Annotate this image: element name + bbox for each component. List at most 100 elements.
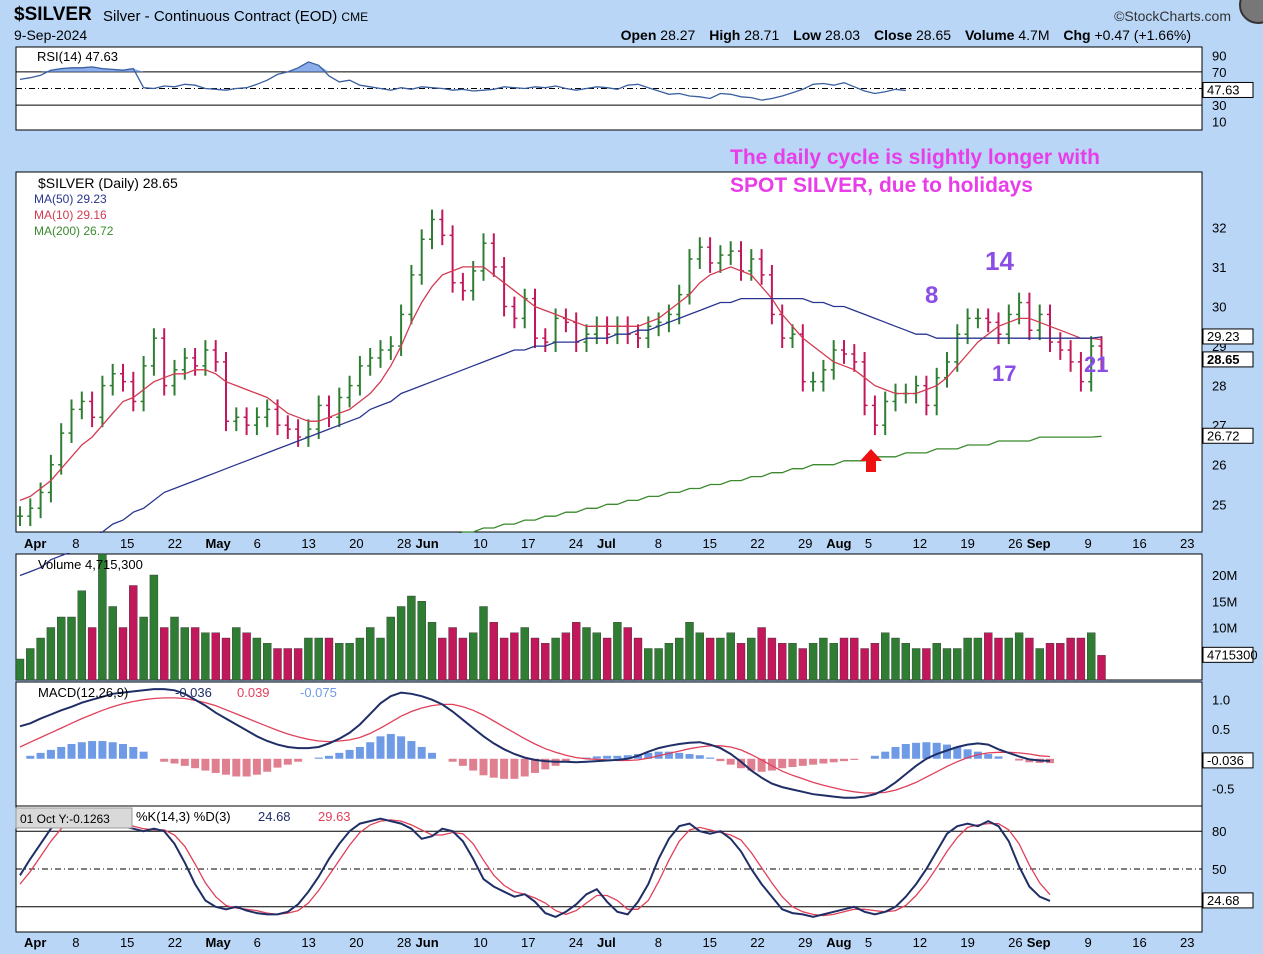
x-axis-bottom-tick: 15 <box>703 935 717 950</box>
x-axis-top-tick: 17 <box>521 536 535 551</box>
macd-hist-bar <box>778 758 787 769</box>
macd-hist-bar <box>520 758 529 777</box>
chart-date: 9-Sep-2024 <box>14 27 88 43</box>
x-axis-top-tick: 13 <box>301 536 315 551</box>
volume-bar <box>901 643 910 681</box>
stoch-tick-50: 50 <box>1212 862 1226 877</box>
x-axis-top-tick: 8 <box>655 536 662 551</box>
volume-bar <box>87 627 97 681</box>
x-axis-bottom-tick: 22 <box>168 935 182 950</box>
open-value: 28.27 <box>660 27 696 43</box>
volume-bar <box>623 627 632 681</box>
rsi-tick-10: 10 <box>1212 115 1226 130</box>
volume-bar <box>860 648 869 681</box>
macd-hist-bar <box>1025 758 1034 763</box>
volume-bar <box>489 622 498 681</box>
macd-hist-bar <box>932 742 941 759</box>
volume-bar <box>922 648 931 681</box>
volume-bar <box>984 632 993 681</box>
x-axis-top-tick: 12 <box>913 536 927 551</box>
x-axis-bottom-tick: 17 <box>521 935 535 950</box>
note-line-2: SPOT SILVER, due to holidays <box>730 174 1033 197</box>
volume-bar <box>170 616 179 681</box>
x-axis-bottom-tick: 16 <box>1132 935 1146 950</box>
rsi-last-box <box>1202 81 1254 98</box>
x-axis-top-tick: Sep <box>1027 536 1051 551</box>
volume-bar <box>190 627 200 681</box>
volume-bar <box>366 627 375 681</box>
volume-legend: Volume 4,715,300 <box>38 557 143 572</box>
volume-bar <box>963 637 972 681</box>
x-axis-top-tick: 19 <box>960 536 974 551</box>
price-last-label: 26.72 <box>1207 428 1240 443</box>
x-axis-top-tick: 15 <box>120 536 134 551</box>
macd-hist-bar <box>664 751 673 759</box>
cycle-label-14: 14 <box>985 246 1014 276</box>
x-axis-bottom-tick: 23 <box>1180 935 1194 950</box>
volume-bar <box>1045 643 1055 681</box>
x-axis-top-tick: Aug <box>826 536 851 551</box>
volume-bar <box>67 616 76 681</box>
macd-hist-bar <box>531 758 539 773</box>
ma200-line <box>411 435 1102 545</box>
x-axis-bottom-tick: 9 <box>1085 935 1092 950</box>
price-last-label: 29.23 <box>1207 329 1240 344</box>
volume-bar <box>839 637 849 681</box>
x-axis-bottom-tick: 20 <box>349 935 363 950</box>
volume-bar <box>211 632 220 681</box>
volume-bar <box>1025 637 1034 681</box>
macd-hist-bar <box>283 758 292 765</box>
x-axis-top-tick: 23 <box>1180 536 1194 551</box>
volume-bar <box>242 632 251 681</box>
x-axis-bottom-tick: May <box>205 935 231 950</box>
volume-bar <box>582 627 591 681</box>
volume-bar <box>159 627 169 681</box>
volume-bar <box>808 643 818 681</box>
volume-bar <box>335 643 344 681</box>
macd-legend-hist: -0.075 <box>300 685 337 700</box>
price-last-label: 28.65 <box>1207 352 1240 367</box>
stoch-legend-k: 24.68 <box>258 809 291 824</box>
volume-bar <box>180 627 190 681</box>
macd-hist-bar <box>510 758 519 779</box>
brand-logo[interactable]: ©StockCharts.com <box>1114 8 1231 24</box>
stoch-tooltip-box <box>15 807 133 829</box>
macd-hist-bar <box>922 742 931 759</box>
volume-bar <box>1076 637 1086 681</box>
macd-hist-bar <box>644 752 653 759</box>
volume-bar <box>942 648 952 681</box>
macd-hist-bar <box>757 758 766 772</box>
stoch-last-label: 24.68 <box>1207 893 1240 908</box>
macd-hist-bar <box>623 755 632 759</box>
volume-bar <box>293 648 303 681</box>
exchange-text: CME <box>341 10 369 24</box>
volume-bar <box>973 637 983 681</box>
macd-hist-bar <box>489 758 498 778</box>
x-axis-top-tick: 22 <box>168 536 182 551</box>
x-axis-bottom-tick: 24 <box>569 935 583 950</box>
macd-hist-bar <box>541 758 550 770</box>
description-text: Silver - Continuous Contract (EOD) <box>103 8 338 25</box>
open-label: Open <box>620 27 657 43</box>
volume-bar <box>788 643 797 681</box>
note-line-1: The daily cycle is slightly longer with <box>730 146 1100 169</box>
macd-hist-bar <box>448 758 457 762</box>
volume-bar <box>561 632 571 681</box>
macd-hist-bar <box>706 757 715 759</box>
volume-bar <box>355 637 365 681</box>
volume-bar <box>664 643 674 681</box>
chg-value: +0.47 (+1.66%) <box>1094 27 1191 43</box>
stoch-tick-80: 80 <box>1212 824 1226 839</box>
price-last-box <box>1202 427 1254 444</box>
volume-bar <box>232 627 241 681</box>
close-label: Close <box>873 27 913 43</box>
macd-hist-bar <box>809 758 818 765</box>
x-axis-bottom-tick: Jun <box>416 935 439 950</box>
volume-bar <box>592 632 601 681</box>
macd-hist-bar <box>129 746 138 759</box>
volume-bar <box>108 606 117 681</box>
x-axis-bottom-tick: 5 <box>865 935 872 950</box>
volume-bar <box>201 632 210 681</box>
macd-hist-bar <box>829 758 838 763</box>
macd-hist-bar <box>479 758 488 776</box>
